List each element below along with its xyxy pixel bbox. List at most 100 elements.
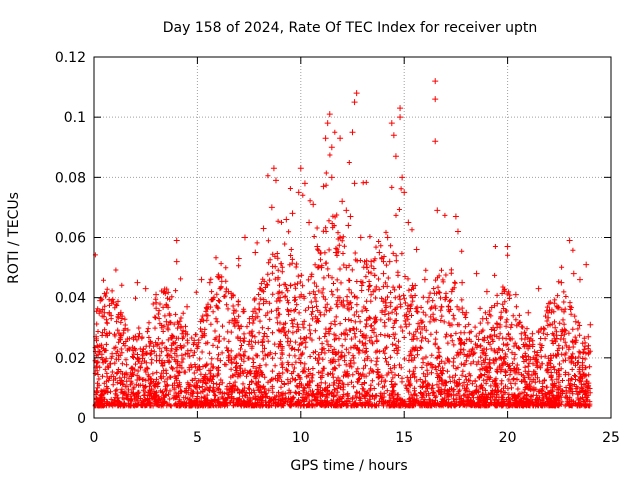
data-point [545,300,552,307]
data-point [353,90,360,97]
data-point [215,273,222,280]
data-point [512,291,519,298]
data-point [529,330,536,337]
data-points [93,78,594,367]
data-point [401,189,408,196]
data-point [225,288,232,295]
data-point [272,177,279,184]
data-point [454,228,461,235]
data-point [270,165,277,172]
data-point [153,291,160,298]
x-tick-label: 10 [292,430,310,446]
data-point [390,132,397,139]
data-point [583,261,590,268]
data-point [173,258,180,265]
data-point [173,237,180,244]
data-point [297,165,304,172]
data-point [585,333,592,340]
x-tick-label: 5 [193,430,202,446]
data-point [459,279,466,286]
data-point [359,279,366,286]
data-point [283,216,290,223]
data-point [326,111,333,118]
data-point [434,207,441,214]
data-point [388,120,395,127]
y-tick-label: 0.04 [55,291,86,307]
data-point [159,339,166,346]
data-point [231,315,238,322]
data-point [587,321,594,328]
data-point [310,201,317,208]
data-point [576,276,583,283]
data-point [332,249,339,256]
y-tick-label: 0.06 [55,231,86,247]
data-point [572,318,579,325]
data-point [566,237,573,244]
data-point [351,180,358,187]
data-point [349,129,356,136]
x-axis-label: GPS time / hours [290,458,407,474]
data-point [483,288,490,295]
data-point [268,204,275,211]
data-point [314,243,321,250]
data-point [397,105,404,112]
data-point [241,234,248,241]
data-point [552,324,559,331]
data-point [479,315,486,322]
data-point [432,138,439,145]
data-point [260,225,267,232]
data-point [397,114,404,121]
data-point [136,330,143,337]
data-point [405,219,412,226]
data-point [357,234,364,241]
data-point [386,258,393,265]
data-point [204,312,211,319]
data-point [490,324,497,331]
data-point [442,294,449,301]
data-point [337,135,344,142]
data-point [95,348,102,355]
dense-point-cloud [92,129,593,409]
data-point [347,213,354,220]
data-point [328,144,335,151]
data-point [438,303,445,310]
data-point [142,285,149,292]
data-point [163,318,170,325]
data-point [351,99,358,106]
data-point [370,288,377,295]
data-point [448,288,455,295]
data-point [107,360,114,367]
data-point [318,264,325,271]
data-point [339,198,346,205]
y-tick-label: 0.08 [55,170,86,186]
y-tick-label: 0.1 [64,110,86,126]
data-point [177,324,184,331]
chart-title: Day 158 of 2024, Rate Of TEC Index for r… [163,20,538,36]
data-point [463,309,470,316]
data-point [277,294,284,301]
data-point [368,258,375,265]
data-point [452,213,459,220]
data-point [494,300,501,307]
data-point [399,174,406,181]
data-point [343,264,350,271]
data-point [473,270,480,277]
data-point [392,153,399,160]
data-point [376,249,383,256]
data-point [134,279,141,286]
data-point [504,243,511,250]
data-point [525,309,532,316]
data-point [343,207,350,214]
data-point [97,297,104,304]
point-cloud-markers [92,129,593,409]
data-point [306,219,313,226]
data-point [421,276,428,283]
data-point [122,342,129,349]
data-point [198,276,205,283]
data-point [256,306,263,313]
data-point [320,183,327,190]
data-point [308,273,315,280]
y-axis-label: ROTI / TECUs [6,192,22,284]
